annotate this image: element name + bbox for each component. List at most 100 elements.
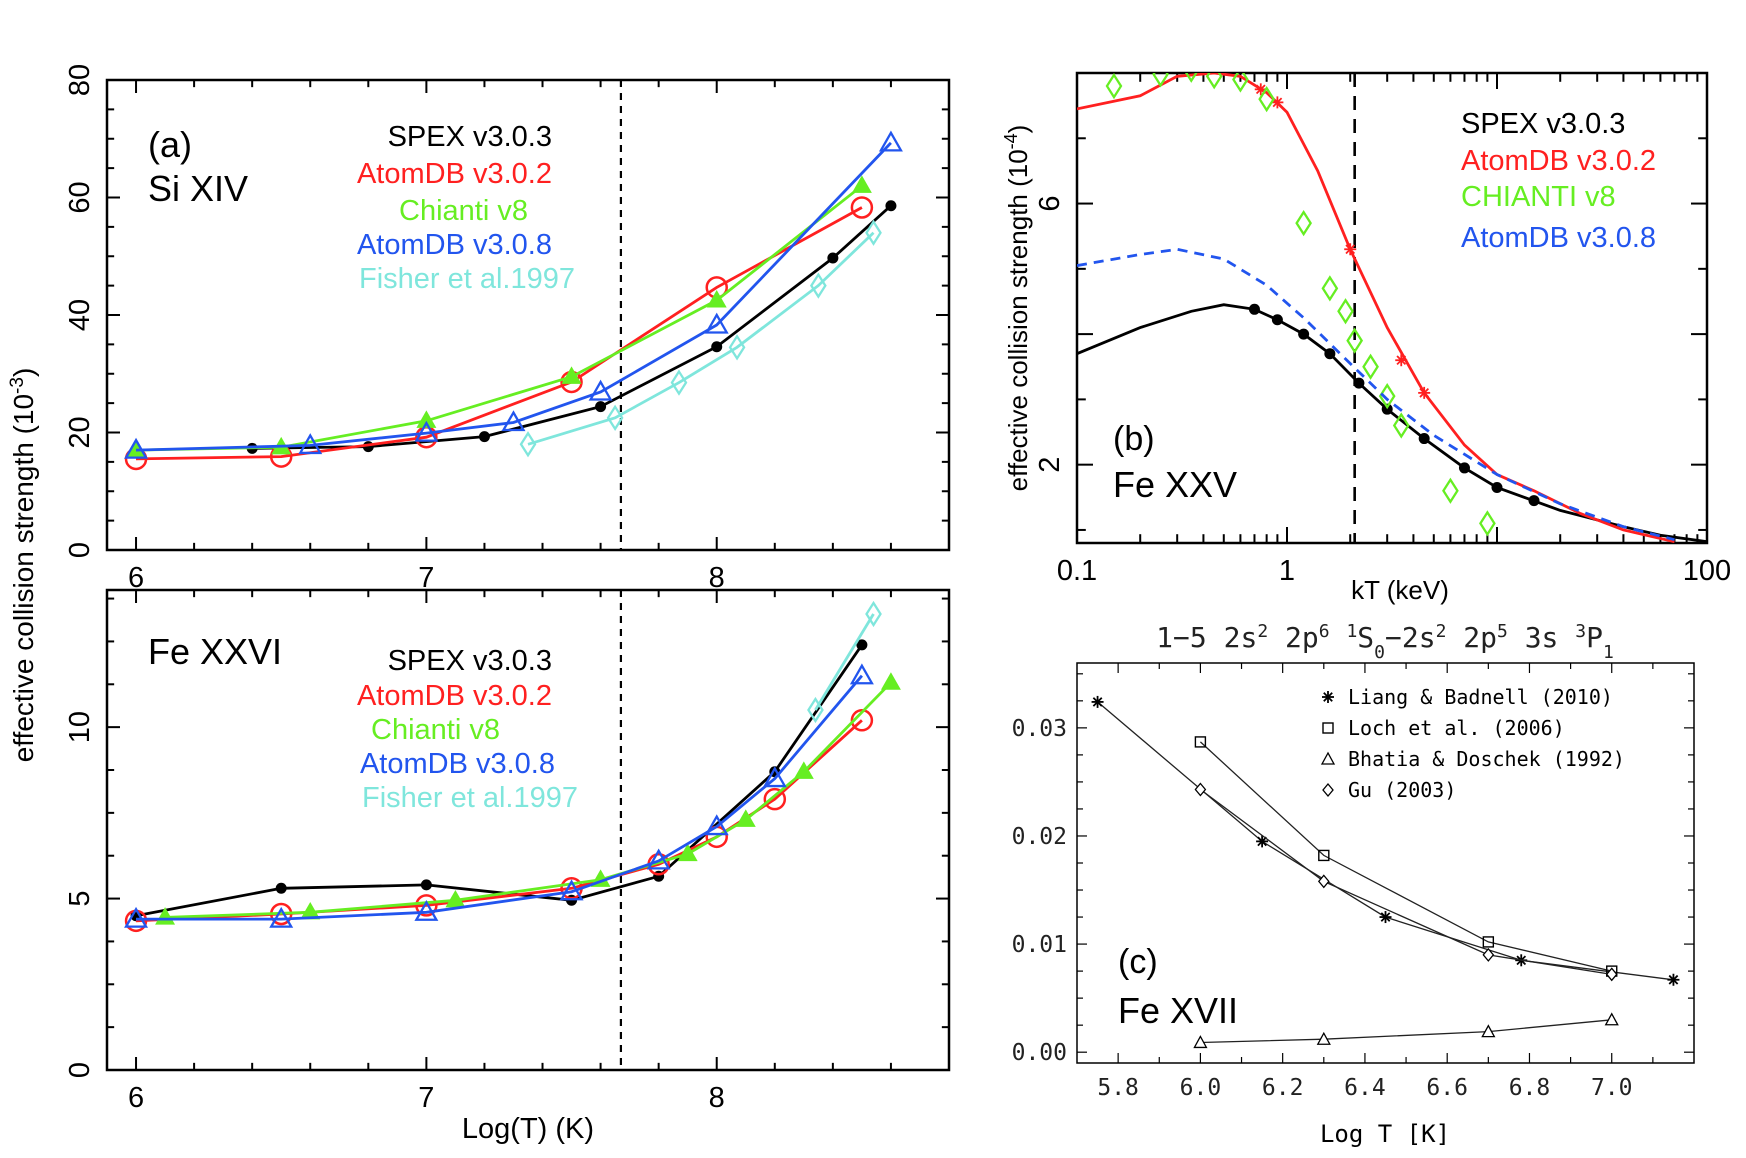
data-point-chianti-v8 [793,761,814,779]
data-point-chianti-v8 [445,889,466,908]
series-line-gu-2003- [1200,788,1612,976]
data-point-atomdb-v3-0-8 [849,663,874,685]
y-tick-label: 20 [64,416,96,448]
data-point-spex-v3-0-3 [1418,433,1430,445]
data-point-spex-v3-0-3 [595,401,607,413]
panel-fe-xxvi: 6 7 8 0 5 10 Fe XXVI SPEX v3.0.3 AtomDB v3.0.… [64,588,951,1145]
x-tick-label: 1 [1279,555,1295,587]
panel-b-ticks: 0.1 1 100 2 6 [1034,73,1731,587]
y-tick-label: 40 [64,299,96,331]
legend-fe26-atomdb-308: AtomDB v3.0.8 [360,748,555,780]
panel-c-title-part: S [1357,621,1374,654]
data-point-liang-badnell-2010- [1256,835,1269,848]
panel-b-series [1077,73,1707,543]
data-point-fisher-et-al-1997 [519,431,537,458]
y-tick-label: 0.00 [1012,1040,1067,1066]
data-point-atomdb-v3-0-8 [704,814,729,836]
data-point-spex-v3-0-3 [275,882,287,894]
panel-b-fe-xxv: 0.1 1 100 2 6 (b) Fe XXV SPEX v3.0.3 AtomDB … [1001,71,1731,605]
data-point-atomdb-v3-0-8 [124,906,149,928]
data-point-liang-badnell-2010--stroke [1092,697,1103,707]
data-point-liang-badnell-2010--stroke [1380,912,1391,922]
data-point-chianti-v8 [677,843,698,862]
panel-a-ion: Si XIV [148,168,248,209]
data-point-atomdb-v3-0-2 [1344,243,1357,256]
y-tick-label: 0.03 [1012,716,1067,742]
data-point-chianti-v8 [1321,275,1339,302]
panel-c-title: 1−5 2s2 2p6 1S0−2s2 2p5 3s 3P1 [1156,621,1614,663]
data-point-atomdb-v3-0-2-stroke [1272,97,1283,108]
data-point-gu-2003- [1605,967,1618,982]
legend-c-gu: Gu (2003) [1348,778,1456,802]
y-tick-label: 6 [1034,195,1066,211]
x-tick-label: 8 [709,562,725,594]
panel-c-label: (c) [1118,943,1158,981]
panel-fe26-xlabel: Log(T) (K) [462,1113,594,1145]
panel-a-legend: SPEX v3.0.3 AtomDB v3.0.2 Chianti v8 Ato… [357,121,575,295]
x-tick-label: 8 [709,1082,725,1114]
x-tick-label: 7 [418,1082,434,1114]
y-tick-label: 5 [64,891,96,907]
panel-c-title-part: 6 [1319,621,1330,642]
data-point-chianti-v8 [1258,85,1276,113]
data-point-atomdb-v3-0-8 [559,879,584,901]
data-point-spex-v3-0-3 [1248,303,1260,315]
data-point-chianti-v8 [1392,412,1410,439]
legend-c-bhatia: Bhatia & Doschek (1992) [1348,747,1625,771]
legend-a-spex: SPEX v3.0.3 [388,121,552,153]
x-tick-label: 6.2 [1262,1075,1304,1101]
legend-marker-loch [1322,722,1334,734]
data-point-gu-2003- [1194,782,1207,797]
legend-c-liang: Liang & Badnell (2010) [1348,685,1613,709]
data-point-chianti-v8 [561,366,582,384]
y-tick-label: 80 [64,64,96,96]
x-tick-label: 0.1 [1057,555,1097,587]
data-point-atomdb-v3-0-8 [414,899,439,921]
panel-c-ticks: 5.8 6.0 6.2 6.4 6.6 6.8 7.0 0.00 0.01 0.02 0.03 [1012,663,1694,1101]
x-tick-label: 6.0 [1180,1075,1222,1101]
y-tick-label: 60 [64,181,96,213]
data-point-spex-v3-0-3 [1353,377,1365,389]
data-point-atomdb-v3-0-2-stroke [1345,244,1356,255]
y-tick-label: 0 [64,1062,96,1078]
data-point-spex-v3-0-3 [885,200,897,212]
panel-c-title-part: 2 [1257,621,1268,642]
data-point-spex-v3-0-3 [420,879,432,891]
legend-c-loch: Loch et al. (2006) [1348,716,1565,740]
data-point-atomdb-v3-0-8 [646,848,671,870]
data-point-chianti-v8 [1295,209,1312,237]
data-point-atomdb-v3-0-8 [124,437,149,459]
data-point-atomdb-v3-0-2 [850,196,874,219]
panel-c-legend: Liang & Badnell (2010) Loch et al. (2006… [1348,685,1625,802]
legend-fe26-atomdb-302: AtomDB v3.0.2 [357,680,552,712]
panel-c-title-part: 3 [1575,621,1586,642]
x-tick-label: 6.6 [1426,1075,1468,1101]
data-point-fisher-et-al-1997 [606,404,624,431]
data-point-loch-et-al-2006- [1482,936,1495,948]
panel-b-frame [1075,71,1709,545]
data-point-chianti-v8 [1232,73,1249,93]
data-point-bhatia-doschek-1992- [1316,1031,1331,1045]
data-point-atomdb-v3-0-8 [414,420,439,442]
data-point-bhatia-doschek-1992- [1481,1024,1496,1038]
panel-fe26-frame [105,588,951,1072]
data-point-atomdb-v3-0-2-stroke [1419,388,1430,398]
panel-fe26-ticks: 6 7 8 0 5 10 [64,590,950,1114]
left-ylabel: effective collision strength (10-3) [7,368,40,763]
panel-fe26-series [124,590,901,1070]
panel-a-series [124,80,903,550]
data-point-chianti-v8 [1378,382,1396,410]
panel-fe26-ion: Fe XXVI [148,631,282,672]
legend-marker-liang [1322,691,1334,703]
data-point-spex-v3-0-3 [1491,482,1503,494]
data-point-atomdb-v3-0-8 [878,130,903,152]
data-point-spex-v3-0-3 [1458,462,1470,474]
panel-c-title-part: 2p [1446,621,1497,654]
panel-c-title-part: 1−5 2s [1156,621,1257,654]
data-point-atomdb-v3-0-2 [415,894,438,917]
data-point-loch-et-al-2006- [1318,849,1330,862]
series-line-liang-badnell-2010- [1097,701,1674,981]
x-tick-label: 6.8 [1509,1075,1551,1101]
data-point-atomdb-v3-0-2 [1395,354,1408,367]
data-point-loch-et-al-2006- [1194,736,1207,748]
